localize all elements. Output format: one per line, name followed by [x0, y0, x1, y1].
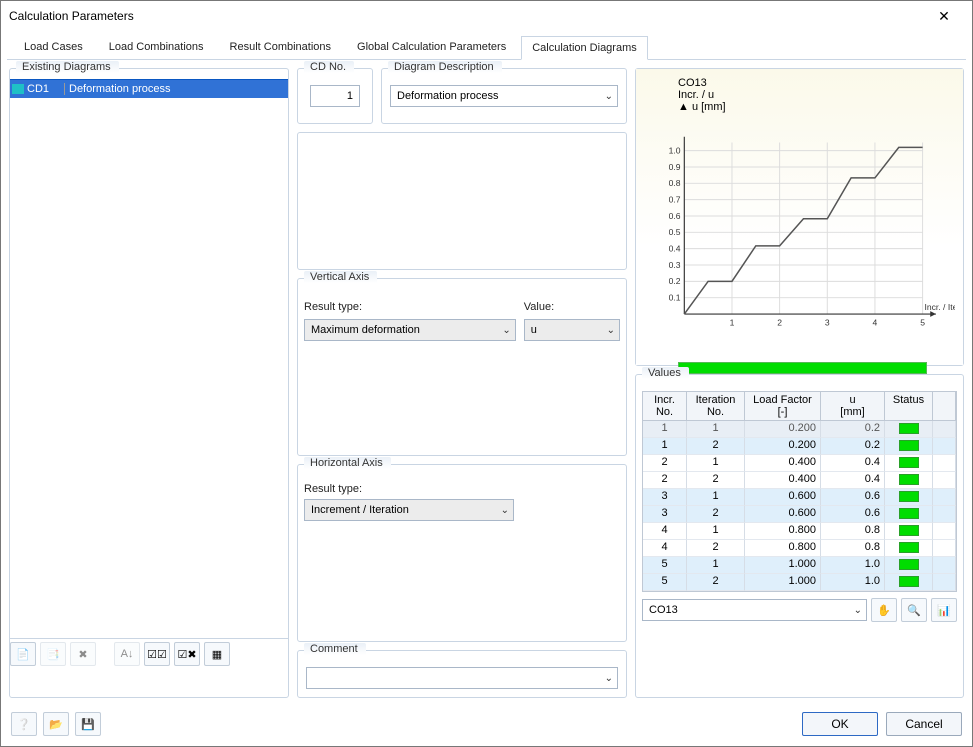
new-button[interactable]: 📄 [10, 642, 36, 666]
vertical-axis-legend: Vertical Axis [304, 271, 377, 283]
haxis-result-type-label: Result type: [304, 483, 620, 495]
tool-grid-button[interactable]: ▦ [204, 642, 230, 666]
tab-global-calc-params[interactable]: Global Calculation Parameters [346, 35, 517, 59]
horizontal-axis-group: Horizontal Axis Result type: Increment /… [297, 464, 627, 642]
comment-select[interactable]: ⌄ [306, 667, 618, 689]
chevron-down-icon: ⌄ [605, 673, 613, 684]
ok-button[interactable]: OK [802, 712, 878, 736]
close-button[interactable]: ✕ [924, 4, 964, 28]
values-row[interactable]: 410.8000.8 [643, 523, 956, 540]
values-row[interactable]: 310.6000.6 [643, 489, 956, 506]
values-row[interactable]: 120.2000.2 [643, 438, 956, 455]
cd-no-group: CD No. [297, 68, 373, 124]
tab-load-combinations[interactable]: Load Combinations [98, 35, 215, 59]
preview-group [297, 132, 627, 270]
svg-text:0.9: 0.9 [669, 162, 681, 172]
svg-text:0.7: 0.7 [669, 195, 681, 205]
save-button[interactable]: 💾 [75, 712, 101, 736]
svg-text:0.5: 0.5 [669, 227, 681, 237]
vertical-axis-group: Vertical Axis Result type: Value: Maximu… [297, 278, 627, 456]
values-legend: Values [642, 367, 689, 379]
chevron-down-icon: ⌄ [502, 325, 510, 336]
svg-text:0.6: 0.6 [669, 211, 681, 221]
diagram-description-legend: Diagram Description [388, 61, 502, 73]
values-combo-select[interactable]: CO13 ⌄ [642, 599, 867, 621]
help-button[interactable]: ❔ [11, 712, 37, 736]
left-toolbar: 📄 📑 ✖ A↓ ☑☑ ☑✖ ▦ [10, 639, 288, 666]
svg-text:4: 4 [873, 317, 878, 327]
svg-text:Incr. / Iter.: Incr. / Iter. [925, 302, 956, 312]
tool-a-button[interactable]: A↓ [114, 642, 140, 666]
tab-calculation-diagrams[interactable]: Calculation Diagrams [521, 36, 648, 60]
comment-group: Comment ⌄ [297, 650, 627, 698]
progress-bar [678, 362, 927, 374]
diagram-swatch-icon [12, 84, 24, 94]
diagram-description-group: Diagram Description Deformation process … [381, 68, 627, 124]
values-row[interactable]: 511.0001.0 [643, 557, 956, 574]
svg-text:1: 1 [730, 317, 735, 327]
haxis-result-type-select[interactable]: Increment / Iteration ⌄ [304, 499, 514, 521]
vaxis-result-type-select[interactable]: Maximum deformation ⌄ [304, 319, 516, 341]
vaxis-result-type-label: Result type: [304, 301, 516, 313]
svg-text:0.1: 0.1 [669, 293, 681, 303]
svg-text:0.8: 0.8 [669, 178, 681, 188]
chart-title: CO13 [678, 77, 955, 89]
values-row[interactable]: 110.2000.2 [643, 421, 956, 438]
window-title: Calculation Parameters [9, 9, 134, 23]
values-group: Values Incr.No. IterationNo. Load Factor… [635, 374, 964, 698]
chevron-down-icon: ⌄ [854, 605, 862, 616]
chevron-down-icon: ⌄ [501, 505, 509, 516]
values-row[interactable]: 220.4000.4 [643, 472, 956, 489]
chart-area: CO13 Incr. / u ▲ u [mm] 0.10.20.30.40.50… [636, 69, 963, 365]
values-row[interactable]: 320.6000.6 [643, 506, 956, 523]
values-row[interactable]: 420.8000.8 [643, 540, 956, 557]
chevron-down-icon: ⌄ [607, 325, 615, 336]
titlebar: Calculation Parameters ✕ [1, 1, 972, 31]
values-row[interactable]: 210.4000.4 [643, 455, 956, 472]
existing-diagrams-legend: Existing Diagrams [16, 61, 119, 73]
cd-no-legend: CD No. [304, 61, 354, 73]
diagram-description-value: Deformation process [397, 90, 499, 102]
open-button[interactable]: 📂 [43, 712, 69, 736]
svg-text:1.0: 1.0 [669, 145, 681, 155]
check-all-button[interactable]: ☑☑ [144, 642, 170, 666]
existing-diagrams-group: Existing Diagrams CD1 Deformation proces… [9, 68, 289, 698]
diagram-description-select[interactable]: Deformation process ⌄ [390, 85, 618, 107]
diagram-id: CD1 [27, 83, 49, 95]
pick-button[interactable]: ✋ [871, 598, 897, 622]
vaxis-result-type-value: Maximum deformation [311, 324, 420, 336]
svg-text:3: 3 [825, 317, 830, 327]
chart-group: CO13 Incr. / u ▲ u [mm] 0.10.20.30.40.50… [635, 68, 964, 366]
zoom-button[interactable]: 🔍 [901, 598, 927, 622]
tab-result-combinations[interactable]: Result Combinations [219, 35, 343, 59]
values-header: Incr.No. IterationNo. Load Factor[-] u[m… [643, 392, 956, 421]
values-row[interactable]: 521.0001.0 [643, 574, 956, 591]
cd-no-input[interactable] [310, 85, 360, 107]
svg-text:0.3: 0.3 [669, 260, 681, 270]
svg-text:0.2: 0.2 [669, 276, 681, 286]
cancel-button[interactable]: Cancel [886, 712, 962, 736]
tab-bar: Load Cases Load Combinations Result Comb… [7, 35, 966, 60]
vaxis-value-label: Value: [524, 301, 620, 313]
svg-text:2: 2 [777, 317, 782, 327]
svg-text:0.4: 0.4 [669, 244, 681, 254]
diagram-row-cd1[interactable]: CD1 Deformation process [10, 80, 288, 98]
export-button[interactable]: 📊 [931, 598, 957, 622]
copy-button[interactable]: 📑 [40, 642, 66, 666]
horizontal-axis-legend: Horizontal Axis [304, 457, 391, 469]
values-combo-value: CO13 [649, 604, 678, 616]
chart-yaxis-label: u [mm] [692, 101, 726, 113]
chevron-down-icon: ⌄ [605, 91, 613, 102]
comment-legend: Comment [304, 643, 366, 655]
haxis-result-type-value: Increment / Iteration [311, 504, 409, 516]
delete-button[interactable]: ✖ [70, 642, 96, 666]
svg-text:5: 5 [920, 317, 925, 327]
chart-subtitle: Incr. / u [678, 89, 955, 101]
uncheck-all-button[interactable]: ☑✖ [174, 642, 200, 666]
vaxis-value-value: u [531, 324, 537, 336]
vaxis-value-select[interactable]: u⌄ [524, 319, 620, 341]
tab-load-cases[interactable]: Load Cases [13, 35, 94, 59]
chart-svg: 0.1 0.2 0.3 0.4 0.5 0.6 0.7 0.8 0.9 1.0 1 2 3 4 5Incr.… [650, 113, 955, 353]
diagram-name: Deformation process [64, 83, 288, 95]
